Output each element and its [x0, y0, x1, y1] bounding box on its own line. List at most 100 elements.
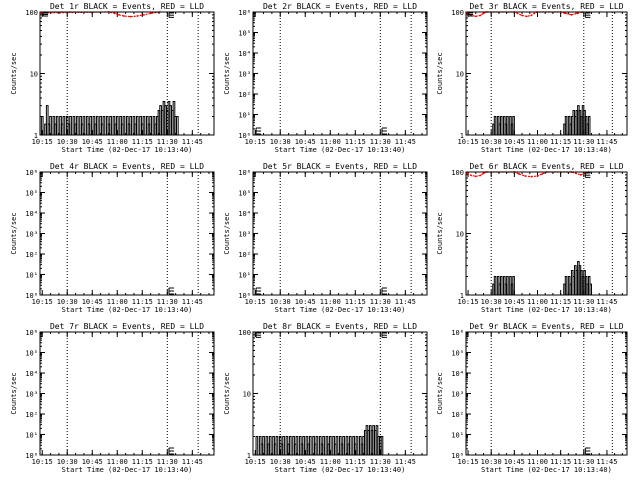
x-tick-label: 11:45 — [596, 138, 617, 146]
x-tick-label: 11:15 — [550, 138, 571, 146]
lld-point — [525, 15, 528, 18]
x-tick-label: 11:00 — [320, 458, 341, 466]
plot-frame — [39, 331, 215, 456]
event-bin — [322, 435, 325, 455]
y-axis-label: Counts/sec — [223, 372, 231, 414]
y-tick-label: 10⁶ — [25, 329, 38, 337]
y-tick-label: 10 — [456, 71, 464, 79]
y-axis-label: Counts/sec — [10, 52, 18, 94]
y-tick-label: 10¹ — [25, 272, 38, 280]
event-bin — [512, 115, 515, 135]
x-tick-label: 10:30 — [270, 138, 291, 146]
y-tick-label: 10⁵ — [238, 190, 251, 198]
y-tick-label: 10¹ — [25, 432, 38, 440]
x-tick-label: 11:45 — [596, 458, 617, 466]
y-axis-label: Counts/sec — [436, 372, 444, 414]
event-bin — [175, 115, 179, 135]
x-tick-label: 11:15 — [345, 138, 366, 146]
x-tick-label: 10:15 — [458, 138, 479, 146]
y-axis-label: Counts/sec — [10, 212, 18, 254]
y-axis-label: Counts/sec — [436, 52, 444, 94]
y-tick-label: 10⁴ — [451, 370, 464, 378]
y-tick-label: 100 — [25, 9, 38, 17]
x-tick-label: 11:00 — [320, 298, 341, 306]
x-tick-label: 11:30 — [573, 138, 594, 146]
event-bin — [302, 435, 305, 455]
lld-point — [136, 15, 139, 17]
event-bin — [348, 435, 352, 455]
y-tick-label: 10⁵ — [451, 350, 464, 358]
x-tick-label: 11:30 — [370, 138, 391, 146]
x-tick-label: 11:15 — [550, 298, 571, 306]
x-tick-label: 11:15 — [345, 458, 366, 466]
panel-title: Det 6r BLACK = Events, RED = LLD — [469, 162, 623, 171]
x-tick-label: 10:30 — [481, 458, 502, 466]
x-tick-label: 10:45 — [82, 298, 103, 306]
lld-point — [118, 13, 120, 16]
x-axis-label: Start Time (02-Dec-17 10:13:40) — [481, 466, 612, 474]
event-bin — [40, 115, 44, 135]
event-bin — [135, 115, 139, 135]
event-bin — [355, 435, 359, 455]
panel-title: Det 4r BLACK = Events, RED = LLD — [50, 162, 204, 171]
lld-point — [521, 14, 523, 17]
x-axis-label: Start Time (02-Dec-17 10:13:40) — [62, 466, 193, 474]
event-bin — [512, 275, 515, 295]
x-tick-label: 11:45 — [182, 138, 203, 146]
y-tick-label: 10³ — [25, 231, 38, 239]
event-bin — [295, 435, 299, 455]
event-bin — [308, 435, 312, 455]
lld-point — [466, 172, 469, 175]
event-bin — [62, 115, 66, 135]
panel-title: Det 9r BLACK = Events, RED = LLD — [469, 322, 623, 331]
lld-point — [474, 175, 477, 178]
panel-title: Det 3r BLACK = Events, RED = LLD — [469, 2, 623, 11]
lld-point — [570, 13, 573, 16]
plot-frame — [252, 331, 428, 456]
detector-panel-9: 10⁰ 10¹ 10² 10³ 10⁴ 10⁵ 10⁶ 10:15 10:30 10:45 11:0… — [436, 322, 628, 474]
event-bin — [45, 105, 49, 135]
y-tick-label: 1 — [247, 452, 251, 460]
y-tick-label: 10 — [243, 391, 251, 399]
y-tick-label: 10⁵ — [238, 30, 251, 38]
detector-panel-8: 1 10 100 10:15 10:30 10:45 11:00 11:15 11:30 11:4… — [223, 322, 428, 474]
x-tick-label: 10:45 — [504, 458, 525, 466]
panel-title: Det 7r BLACK = Events, RED = LLD — [50, 322, 204, 331]
y-tick-label: 10⁴ — [238, 50, 251, 58]
y-tick-label: 10¹ — [451, 432, 464, 440]
lld-point — [113, 12, 116, 15]
event-bin — [275, 435, 279, 455]
x-tick-label: 11:00 — [107, 138, 128, 146]
lld-point — [129, 15, 132, 18]
x-tick-label: 10:45 — [82, 138, 103, 146]
y-tick-label: 10⁰ — [238, 132, 251, 140]
y-tick-label: 10⁵ — [25, 350, 38, 358]
lld-series-line — [41, 11, 160, 18]
event-bin — [89, 115, 92, 135]
y-tick-label: 10² — [238, 251, 251, 259]
lld-point — [533, 12, 536, 15]
y-tick-label: 10⁶ — [451, 329, 464, 337]
x-tick-label: 10:30 — [57, 298, 78, 306]
event-bin — [564, 275, 568, 295]
x-tick-label: 11:30 — [370, 458, 391, 466]
y-tick-label: 100 — [238, 329, 251, 337]
lld-point — [149, 12, 152, 15]
x-tick-label: 11:00 — [527, 138, 548, 146]
event-bin — [255, 435, 259, 455]
x-tick-label: 11:15 — [345, 298, 366, 306]
y-tick-label: 10³ — [238, 71, 251, 79]
lld-point — [518, 173, 520, 175]
x-tick-label: 11:00 — [527, 298, 548, 306]
detector-panel-3: 1 10 100 10:15 10:30 10:45 11:00 11:15 11:30 11:4… — [436, 2, 628, 154]
event-bin — [115, 115, 119, 135]
y-tick-label: 10⁶ — [238, 169, 251, 177]
y-tick-label: 10² — [451, 411, 464, 419]
event-bin — [82, 115, 86, 135]
event-bin — [499, 115, 503, 135]
x-tick-label: 10:15 — [458, 298, 479, 306]
plot-frame — [252, 171, 428, 296]
panel-title: Det 5r BLACK = Events, RED = LLD — [263, 162, 417, 171]
x-tick-label: 10:15 — [245, 298, 266, 306]
